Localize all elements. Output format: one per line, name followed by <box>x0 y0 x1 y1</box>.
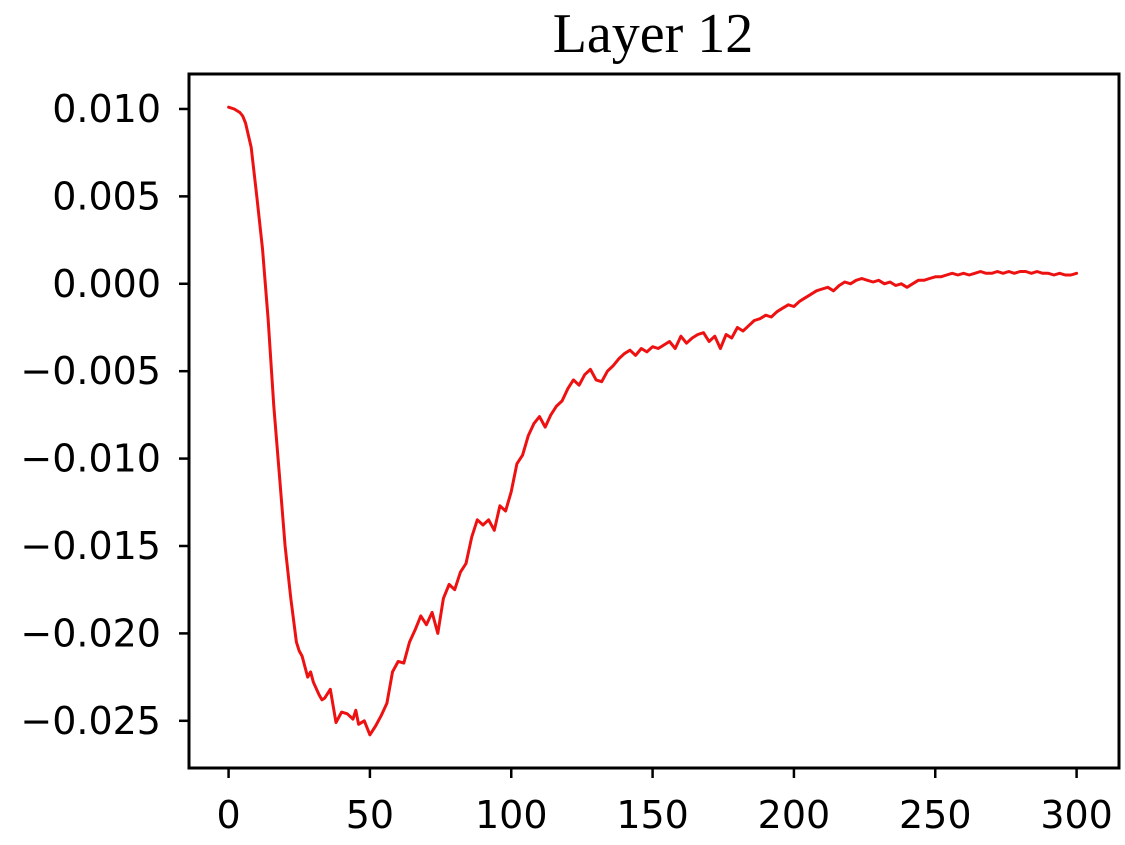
x-tick-label: 100 <box>475 793 548 837</box>
y-tick-label: 0.005 <box>52 174 161 218</box>
y-tick-label: −0.020 <box>20 611 161 655</box>
series-line <box>227 105 1079 737</box>
x-tick-label: 300 <box>1040 793 1113 837</box>
y-tick-label: 0.010 <box>52 87 161 131</box>
x-tick-label: 0 <box>216 793 240 837</box>
x-tick-label: 150 <box>616 793 689 837</box>
series-layer <box>227 105 1079 737</box>
y-tick-label: 0.000 <box>52 262 161 306</box>
y-tick-label: −0.015 <box>20 524 161 568</box>
chart-title: Layer 12 <box>553 3 754 65</box>
x-tick-label: 250 <box>899 793 972 837</box>
y-tick-label: −0.010 <box>20 437 161 481</box>
x-tick-label: 50 <box>346 793 394 837</box>
y-axis: 0.010 0.005 0.000 −0.005 −0.010 −0.015 −0.020 −… <box>20 87 189 743</box>
y-tick-label: −0.025 <box>20 699 161 743</box>
y-tick-label: −0.005 <box>20 349 161 393</box>
x-tick-label: 200 <box>758 793 831 837</box>
plot-area-frame <box>187 72 1121 770</box>
x-axis: 0 50 100 150 200 250 300 <box>216 768 1113 837</box>
